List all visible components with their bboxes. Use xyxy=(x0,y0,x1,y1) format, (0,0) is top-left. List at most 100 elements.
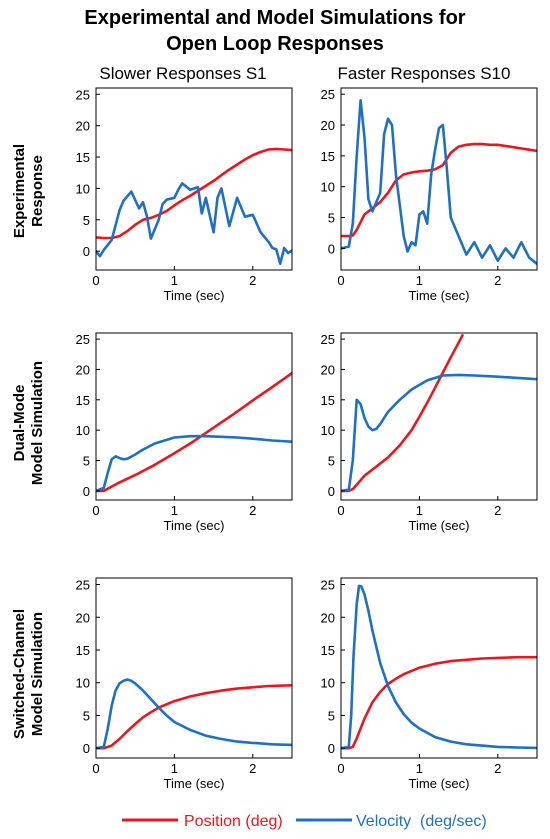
x-axis-label: Time (sec) xyxy=(409,288,470,303)
y-tick-label: 25 xyxy=(321,332,335,347)
plot-frame xyxy=(340,87,538,271)
row-label-line-2: Response xyxy=(29,155,46,227)
x-tick-label: 2 xyxy=(249,273,256,288)
y-tick-label: 20 xyxy=(321,118,335,133)
column-title-faster: Faster Responses S10 xyxy=(338,64,511,83)
position-line xyxy=(96,684,292,750)
y-tick-label: 10 xyxy=(321,423,335,438)
position-line xyxy=(96,147,292,240)
y-tick-label: 25 xyxy=(321,578,335,593)
legend: Position (deg) Velocity (deg/sec) xyxy=(122,813,487,830)
y-tick-label: 0 xyxy=(83,484,90,499)
y-tick-label: 20 xyxy=(76,119,90,134)
x-axis-label: Time (sec) xyxy=(409,776,470,791)
y-tick-label: 25 xyxy=(321,87,335,102)
y-tick-label: 20 xyxy=(76,610,90,625)
y-tick-label: 5 xyxy=(328,211,335,226)
plot-frame xyxy=(95,577,293,759)
y-tick-label: 25 xyxy=(76,332,90,347)
y-tick-label: 0 xyxy=(83,741,90,756)
x-axis-label: Time (sec) xyxy=(164,518,225,533)
y-tick-label: 15 xyxy=(76,643,90,658)
velocity-line xyxy=(341,99,537,266)
y-tick-label: 5 xyxy=(328,454,335,469)
plot-frame xyxy=(340,332,538,501)
row-label-line-1: Dual-Mode xyxy=(11,385,28,462)
x-tick-label: 1 xyxy=(416,503,423,518)
position-line xyxy=(341,142,537,238)
y-tick-label: 20 xyxy=(76,362,90,377)
x-tick-label: 0 xyxy=(337,503,344,518)
x-tick-label: 2 xyxy=(249,761,256,776)
x-tick-label: 1 xyxy=(171,761,178,776)
y-tick-label: 10 xyxy=(321,676,335,691)
x-tick-label: 2 xyxy=(494,761,501,776)
x-tick-label: 0 xyxy=(92,503,99,518)
x-tick-label: 0 xyxy=(337,761,344,776)
panel-r1-c0: 0 5 10 15 20 25 0 1 2 Time (sec) xyxy=(76,332,293,533)
y-tick-label: 0 xyxy=(328,241,335,256)
y-tick-label: 5 xyxy=(83,708,90,723)
x-tick-label: 0 xyxy=(337,273,344,288)
y-tick-label: 20 xyxy=(321,610,335,625)
row-label-line-2: Model Simulation xyxy=(29,612,46,736)
velocity-line xyxy=(96,678,292,750)
position-line xyxy=(341,334,464,493)
legend-position-label: Position (deg) xyxy=(184,813,283,830)
panel-r2-c1: 0 5 10 15 20 25 0 1 2 Time (sec) xyxy=(321,577,538,791)
y-tick-label: 0 xyxy=(83,244,90,259)
plot-frame xyxy=(340,577,538,759)
y-tick-label: 15 xyxy=(76,393,90,408)
row-label-line-1: Switched-Channel xyxy=(11,609,28,739)
x-tick-label: 1 xyxy=(171,503,178,518)
row-label-line-2: Model Simulation xyxy=(29,361,46,485)
x-tick-label: 0 xyxy=(92,273,99,288)
velocity-line xyxy=(341,584,537,750)
row-label-experimental: Experimental Response xyxy=(11,144,46,238)
plot-frame xyxy=(95,332,293,501)
figure-title-line-1: Experimental and Model Simulations for xyxy=(84,7,465,29)
x-tick-label: 1 xyxy=(171,273,178,288)
y-tick-label: 0 xyxy=(328,484,335,499)
velocity-line xyxy=(341,373,537,493)
y-tick-label: 0 xyxy=(328,741,335,756)
x-tick-label: 2 xyxy=(494,273,501,288)
legend-velocity-label: Velocity (deg/sec) xyxy=(356,813,487,830)
x-axis-label: Time (sec) xyxy=(164,776,225,791)
figure-title-line-2: Open Loop Responses xyxy=(166,33,384,55)
position-line xyxy=(341,655,537,750)
velocity-line xyxy=(96,182,292,265)
y-tick-label: 5 xyxy=(83,213,90,228)
x-tick-label: 1 xyxy=(416,273,423,288)
y-tick-label: 5 xyxy=(83,454,90,469)
x-tick-label: 2 xyxy=(249,503,256,518)
x-axis-label: Time (sec) xyxy=(164,288,225,303)
x-tick-label: 2 xyxy=(494,503,501,518)
panel-r2-c0: 0 5 10 15 20 25 0 1 2 Time (sec) xyxy=(76,577,293,791)
panel-r0-c1: 0 5 10 15 20 25 0 1 2 Time (sec) xyxy=(321,87,538,303)
y-tick-label: 5 xyxy=(328,708,335,723)
row-label-line-1: Experimental xyxy=(11,144,28,238)
y-tick-label: 25 xyxy=(76,87,90,102)
y-tick-label: 25 xyxy=(76,578,90,593)
y-tick-label: 20 xyxy=(321,362,335,377)
position-line xyxy=(96,371,292,493)
x-tick-label: 0 xyxy=(92,761,99,776)
y-tick-label: 15 xyxy=(321,149,335,164)
panel-r0-c0: 0 5 10 15 20 25 0 1 2 Time (sec) xyxy=(76,87,293,303)
y-tick-label: 15 xyxy=(321,393,335,408)
y-tick-label: 10 xyxy=(76,181,90,196)
x-axis-label: Time (sec) xyxy=(409,518,470,533)
y-tick-label: 10 xyxy=(321,180,335,195)
column-title-slower: Slower Responses S1 xyxy=(99,64,266,83)
panel-r1-c1: 0 5 10 15 20 25 0 1 2 Time (sec) xyxy=(321,332,538,533)
y-tick-label: 10 xyxy=(76,423,90,438)
y-tick-label: 15 xyxy=(321,643,335,658)
plot-frame xyxy=(95,87,293,271)
row-label-switched-channel: Switched-Channel Model Simulation xyxy=(11,609,46,739)
velocity-line xyxy=(96,434,292,493)
y-tick-label: 15 xyxy=(76,150,90,165)
row-label-dual-mode: Dual-Mode Model Simulation xyxy=(11,361,46,485)
